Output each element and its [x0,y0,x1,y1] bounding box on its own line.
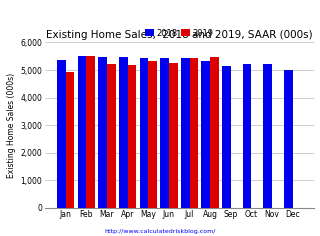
Bar [86,56,95,208]
Bar [128,65,136,208]
Bar [78,56,86,208]
Bar [202,61,210,208]
Y-axis label: Existing Home Sales (000s): Existing Home Sales (000s) [7,72,16,178]
Bar [148,61,157,208]
Bar [98,57,107,208]
Text: http://www.calculatedriskblog.com/: http://www.calculatedriskblog.com/ [104,229,216,234]
Bar [57,59,66,208]
Bar [222,66,231,208]
Bar [181,59,189,208]
Bar [107,64,116,208]
Bar [263,64,272,208]
Title: Existing Home Sales,  2018 and 2019, SAAR (000s): Existing Home Sales, 2018 and 2019, SAAR… [46,30,313,40]
Bar [140,58,148,208]
Bar [160,58,169,208]
Bar [210,57,219,208]
Bar [189,59,198,208]
Bar [243,64,252,208]
Legend: 2018, 2019: 2018, 2019 [142,25,217,41]
Bar [119,57,128,208]
Bar [66,72,74,208]
Bar [284,70,293,208]
Bar [169,63,178,208]
